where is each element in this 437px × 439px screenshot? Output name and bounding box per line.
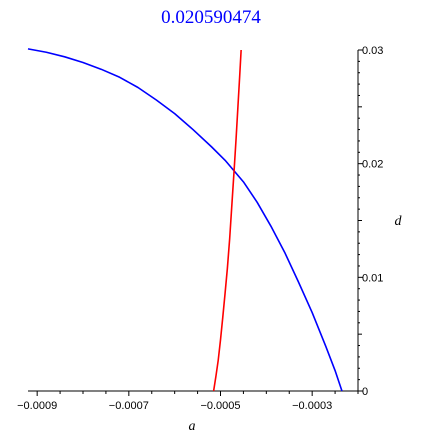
series-line-2 xyxy=(212,49,242,392)
x-axis-label: a xyxy=(189,419,196,434)
chart-title: 0.020590474 xyxy=(161,7,261,28)
y-tick-label: 0.03 xyxy=(362,45,383,57)
series-line-1 xyxy=(27,48,343,392)
x-tick-label: −0.0003 xyxy=(292,400,332,412)
x-tick-label: −0.0005 xyxy=(200,400,240,412)
curves xyxy=(27,48,343,392)
y-tick-label: 0.02 xyxy=(362,159,383,171)
y-tick-label: 0 xyxy=(362,386,368,398)
axes xyxy=(28,50,360,392)
ticks: −0.0009 −0.0007 −0.0005 −0.0003 0 0.01 0.02 0.0… xyxy=(17,45,383,412)
x-tick-label: −0.0007 xyxy=(109,400,149,412)
y-tick-label: 0.01 xyxy=(362,272,383,284)
x-tick-label: −0.0009 xyxy=(17,400,57,412)
y-axis-label: d xyxy=(395,214,403,229)
